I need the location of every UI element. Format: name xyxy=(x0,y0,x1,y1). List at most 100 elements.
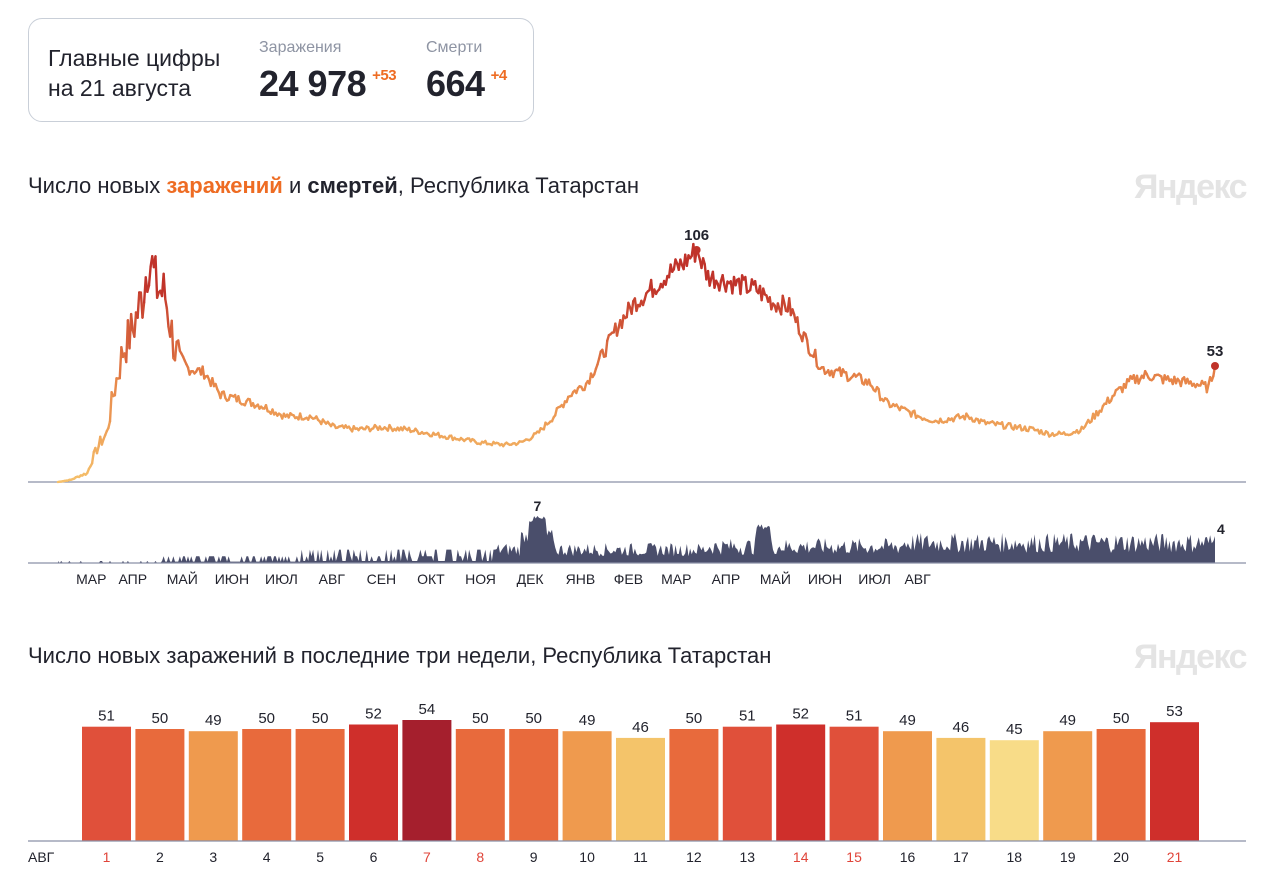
deaths-last-label: 4 xyxy=(1217,521,1225,537)
last-infections-label: 53 xyxy=(1207,343,1224,360)
day-label: 3 xyxy=(209,849,217,865)
infections-line-segment xyxy=(859,373,864,385)
bar-value-label: 49 xyxy=(205,712,222,729)
bar-value-label: 50 xyxy=(152,710,169,727)
infections-line-segment xyxy=(718,279,723,292)
infections-line-segment xyxy=(630,299,635,315)
summary-heading-line1: Главные цифры xyxy=(48,45,221,71)
month-label: ОКТ xyxy=(417,571,445,587)
day-label: 18 xyxy=(1007,849,1023,865)
bar-value-label: 50 xyxy=(525,710,542,727)
month-label: МАР xyxy=(76,571,106,587)
infections-line-segment xyxy=(164,297,169,310)
infections-line-segment xyxy=(147,265,152,287)
bar-value-label: 46 xyxy=(632,719,649,736)
bar xyxy=(1096,729,1146,841)
infections-line-segment xyxy=(113,377,118,397)
infections-line-segment xyxy=(620,314,625,330)
month-label: СЕН xyxy=(367,571,397,587)
infections-delta: +53 xyxy=(372,67,397,84)
day-label: 5 xyxy=(316,849,324,865)
deaths-max-label: 7 xyxy=(533,498,541,514)
infections-line-segment xyxy=(739,274,744,296)
bar xyxy=(509,729,559,841)
bar-value-label: 50 xyxy=(1113,710,1130,727)
infections-line-segment xyxy=(801,331,806,343)
month-label: АПР xyxy=(119,571,148,587)
bar-value-label: 49 xyxy=(899,712,916,729)
chart1-title-deaths: смертей xyxy=(307,173,398,198)
bar xyxy=(722,726,772,841)
infections-line-segment xyxy=(877,387,882,402)
deaths-value: 664 xyxy=(426,63,485,104)
day-label: 2 xyxy=(156,849,164,865)
infections-label: Заражения xyxy=(259,39,342,56)
day-label: 7 xyxy=(423,849,431,865)
chart1-title-prefix: Число новых xyxy=(28,173,167,198)
day-label: 1 xyxy=(103,849,111,865)
chart2-title: Число новых заражений в последние три не… xyxy=(28,643,772,668)
bar xyxy=(188,731,238,841)
chart1-title-mid: и xyxy=(282,173,308,198)
day-label: 20 xyxy=(1113,849,1129,865)
bar-value-label: 49 xyxy=(1059,712,1076,729)
infections-line-segment xyxy=(844,371,849,383)
bar-value-label: 50 xyxy=(258,710,275,727)
summary-heading: Главные цифры на 21 августа xyxy=(48,43,220,103)
bar xyxy=(776,724,826,841)
bar-chart: 51 1 50 2 49 3 50 4 50 5 52 6 54 7 50 8 50 9 49 10 46 11 50 12 5… xyxy=(28,701,1246,865)
month-label: МАЙ xyxy=(760,570,791,587)
month-label: АВГ xyxy=(319,571,346,587)
bar-value-label: 54 xyxy=(419,701,436,718)
infections-line-segment xyxy=(781,294,786,305)
day-label: 21 xyxy=(1167,849,1183,865)
peak-marker xyxy=(692,246,701,254)
infections-line-segment xyxy=(604,339,609,358)
infections-line-segment xyxy=(783,302,788,313)
infections-line-segment xyxy=(724,280,729,293)
bar-value-label: 52 xyxy=(365,706,382,723)
timeline-chart: 106 53 7 4 МАР АПР МАЙ ИЮН ИЮЛ АВГ СЕН ОКТ НОЯ ДЕК ЯНВ… xyxy=(28,227,1246,587)
bar-value-label: 51 xyxy=(846,708,863,725)
day-label: 8 xyxy=(476,849,484,865)
bar xyxy=(295,729,345,841)
month-label: ИЮН xyxy=(215,571,249,587)
bar-value-label: 45 xyxy=(1006,721,1023,738)
bar-value-label: 51 xyxy=(98,708,115,725)
day-label: 4 xyxy=(263,849,271,865)
day-label: 19 xyxy=(1060,849,1076,865)
infections-line-segment xyxy=(814,348,819,368)
infections-line-segment xyxy=(165,307,170,329)
bar xyxy=(1150,722,1199,841)
bar xyxy=(989,740,1039,841)
day-label: 10 xyxy=(579,849,595,865)
bar xyxy=(402,720,452,841)
infections-line-segment xyxy=(136,291,141,319)
day-label: 11 xyxy=(633,849,648,865)
bar xyxy=(82,726,131,841)
last-infections-marker xyxy=(1211,362,1219,370)
bar xyxy=(135,729,185,841)
bar xyxy=(936,737,986,841)
infections-line-segment xyxy=(201,365,206,380)
bar xyxy=(242,729,292,841)
bar-value-label: 46 xyxy=(953,719,970,736)
infections-series xyxy=(56,242,1217,484)
bar xyxy=(883,731,932,841)
deaths-area xyxy=(58,516,1215,563)
yandex-logo-2: Яндекс xyxy=(1134,638,1247,676)
bar-value-label: 49 xyxy=(579,712,596,729)
month-label: ФЕВ xyxy=(614,571,643,587)
bar-value-label: 50 xyxy=(472,710,489,727)
infections-line-segment xyxy=(173,340,178,362)
infections-line-segment xyxy=(805,339,810,355)
infections-line-segment xyxy=(753,279,758,293)
day-label: 9 xyxy=(530,849,538,865)
bar xyxy=(455,729,505,841)
infections-line-segment xyxy=(1179,377,1184,388)
month-label: АВГ xyxy=(904,571,931,587)
deaths-label: Смерти xyxy=(426,39,483,56)
bar-value-label: 52 xyxy=(792,706,809,723)
infections-value: 24 978 xyxy=(259,63,367,104)
bar-value-label: 50 xyxy=(312,710,329,727)
